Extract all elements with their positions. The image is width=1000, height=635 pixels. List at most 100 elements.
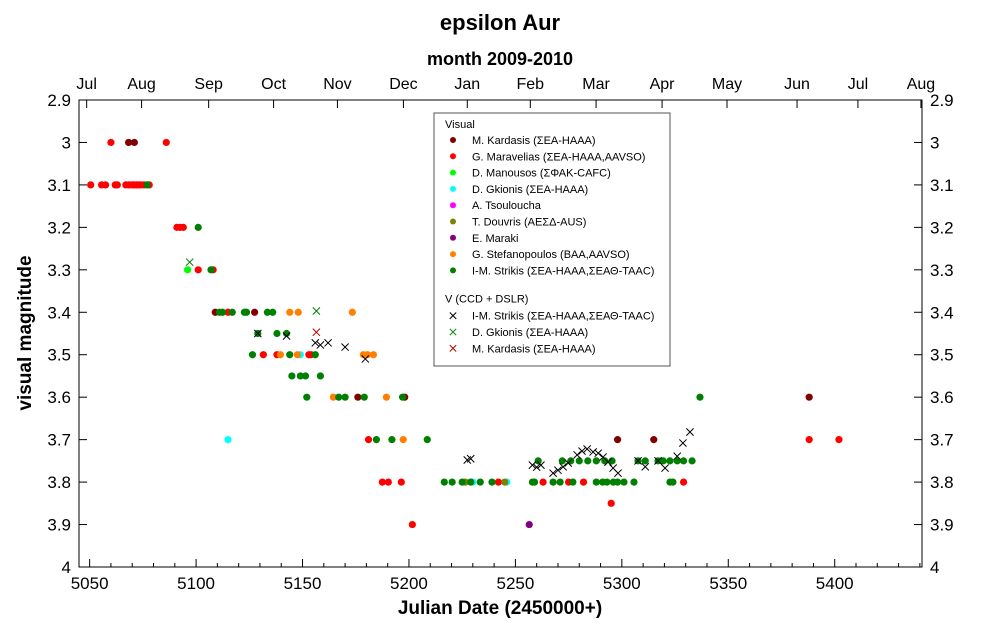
data-point [228, 308, 236, 316]
data-point-x [312, 307, 321, 315]
x-tick-label: 5100 [177, 574, 215, 593]
data-point-x [589, 447, 598, 456]
data-point [679, 457, 688, 465]
data-point [384, 478, 392, 486]
data-point [286, 308, 294, 316]
data-point [539, 478, 547, 486]
y-tick-label-left: 2.9 [47, 91, 71, 110]
data-point [143, 181, 151, 189]
data-point [369, 351, 378, 359]
legend-marker [450, 137, 456, 143]
month-tick-label: Aug [907, 76, 935, 93]
data-point [408, 520, 416, 529]
data-point [835, 436, 843, 444]
data-point-x [316, 341, 325, 349]
data-point [382, 393, 390, 401]
series-ccd [253, 329, 694, 478]
legend-entry: D. Manousos (ΣΦΑΚ-CAFC) [472, 168, 611, 180]
data-point [423, 436, 431, 444]
data-point [273, 329, 281, 338]
legend-group-title: V (CCD + DSLR) [445, 294, 528, 306]
data-point [259, 351, 267, 359]
x-tick-label: 5350 [709, 574, 747, 593]
y-tick-label-left: 3.7 [47, 431, 71, 450]
data-point-x [604, 458, 612, 467]
data-point [248, 351, 257, 359]
legend-entry: T. Douvris (ΑΕΣΔ-AUS) [472, 217, 586, 229]
data-point [341, 393, 349, 401]
y-tick-label-left: 3.1 [47, 176, 71, 195]
y-tick-label-right: 3.1 [930, 176, 954, 195]
data-point-x [324, 338, 333, 347]
data-point-x [554, 466, 562, 475]
data-point-x [673, 452, 682, 461]
month-tick-label: Feb [517, 76, 545, 93]
data-point-x [185, 258, 194, 267]
y-tick-label-left: 3.6 [47, 388, 71, 407]
y-tick-label-right: 3.6 [930, 388, 954, 407]
y-tick-label-right: 3 [930, 133, 939, 152]
y-axis-label: visual magnitude [15, 255, 36, 410]
data-point [608, 457, 616, 465]
chart-title: epsilon Aur [440, 10, 561, 35]
data-point [448, 478, 456, 486]
data-point [666, 457, 674, 465]
legend-marker [449, 344, 457, 352]
legend-entry: A. Tsouloucha [472, 200, 542, 212]
data-point [282, 329, 291, 338]
data-point-x [312, 328, 321, 337]
data-point [641, 457, 649, 465]
month-tick-label: Mar [582, 76, 610, 93]
data-point-x [641, 462, 650, 471]
data-point [488, 478, 496, 486]
data-point [558, 457, 566, 465]
data-point [388, 436, 396, 444]
legend-entry: M. Kardasis (ΣΕΑ-HAAA) [472, 343, 596, 355]
data-point-x [253, 329, 262, 338]
data-point-x [614, 469, 622, 478]
data-point [87, 181, 95, 189]
data-point [476, 478, 484, 486]
data-point [659, 457, 667, 465]
data-point [398, 393, 407, 401]
legend-marker [450, 169, 456, 176]
month-tick-label: Aug [127, 76, 155, 93]
x-tick-label: 5400 [816, 574, 854, 593]
data-point [603, 478, 611, 486]
data-point [263, 308, 271, 316]
data-point [372, 436, 380, 444]
data-point [293, 351, 302, 359]
data-point [805, 436, 813, 444]
legend-marker [450, 267, 456, 274]
data-point-x [661, 464, 670, 473]
data-point [301, 372, 310, 380]
data-point [673, 457, 681, 465]
series-ccd [312, 328, 321, 337]
legend-entry: M. Kardasis (ΣΕΑ-HAAA) [472, 135, 596, 147]
data-point [650, 436, 658, 444]
x-tick-label: 5300 [603, 574, 641, 593]
month-tick-label: Sep [194, 76, 223, 93]
data-point [458, 478, 466, 486]
data-point [397, 478, 405, 486]
data-point [288, 372, 296, 380]
data-point [294, 308, 302, 316]
data-point [620, 478, 628, 486]
data-point [179, 223, 187, 231]
legend-marker [450, 218, 456, 225]
data-point [316, 372, 325, 380]
data-point [584, 457, 592, 465]
plot-frame [78, 99, 923, 568]
y-tick-label-left: 3 [62, 133, 71, 152]
legend-marker [450, 202, 456, 209]
data-point [613, 436, 622, 444]
y-tick-label-right: 3.3 [930, 261, 954, 280]
data-point [335, 393, 343, 401]
data-point [534, 457, 542, 465]
legend-entry: D. Gkionis (ΣΕΑ-HAAA) [472, 327, 588, 339]
x-tick-label: 5150 [284, 574, 322, 593]
data-point [218, 308, 227, 316]
data-point [399, 436, 407, 444]
data-point [269, 308, 277, 316]
